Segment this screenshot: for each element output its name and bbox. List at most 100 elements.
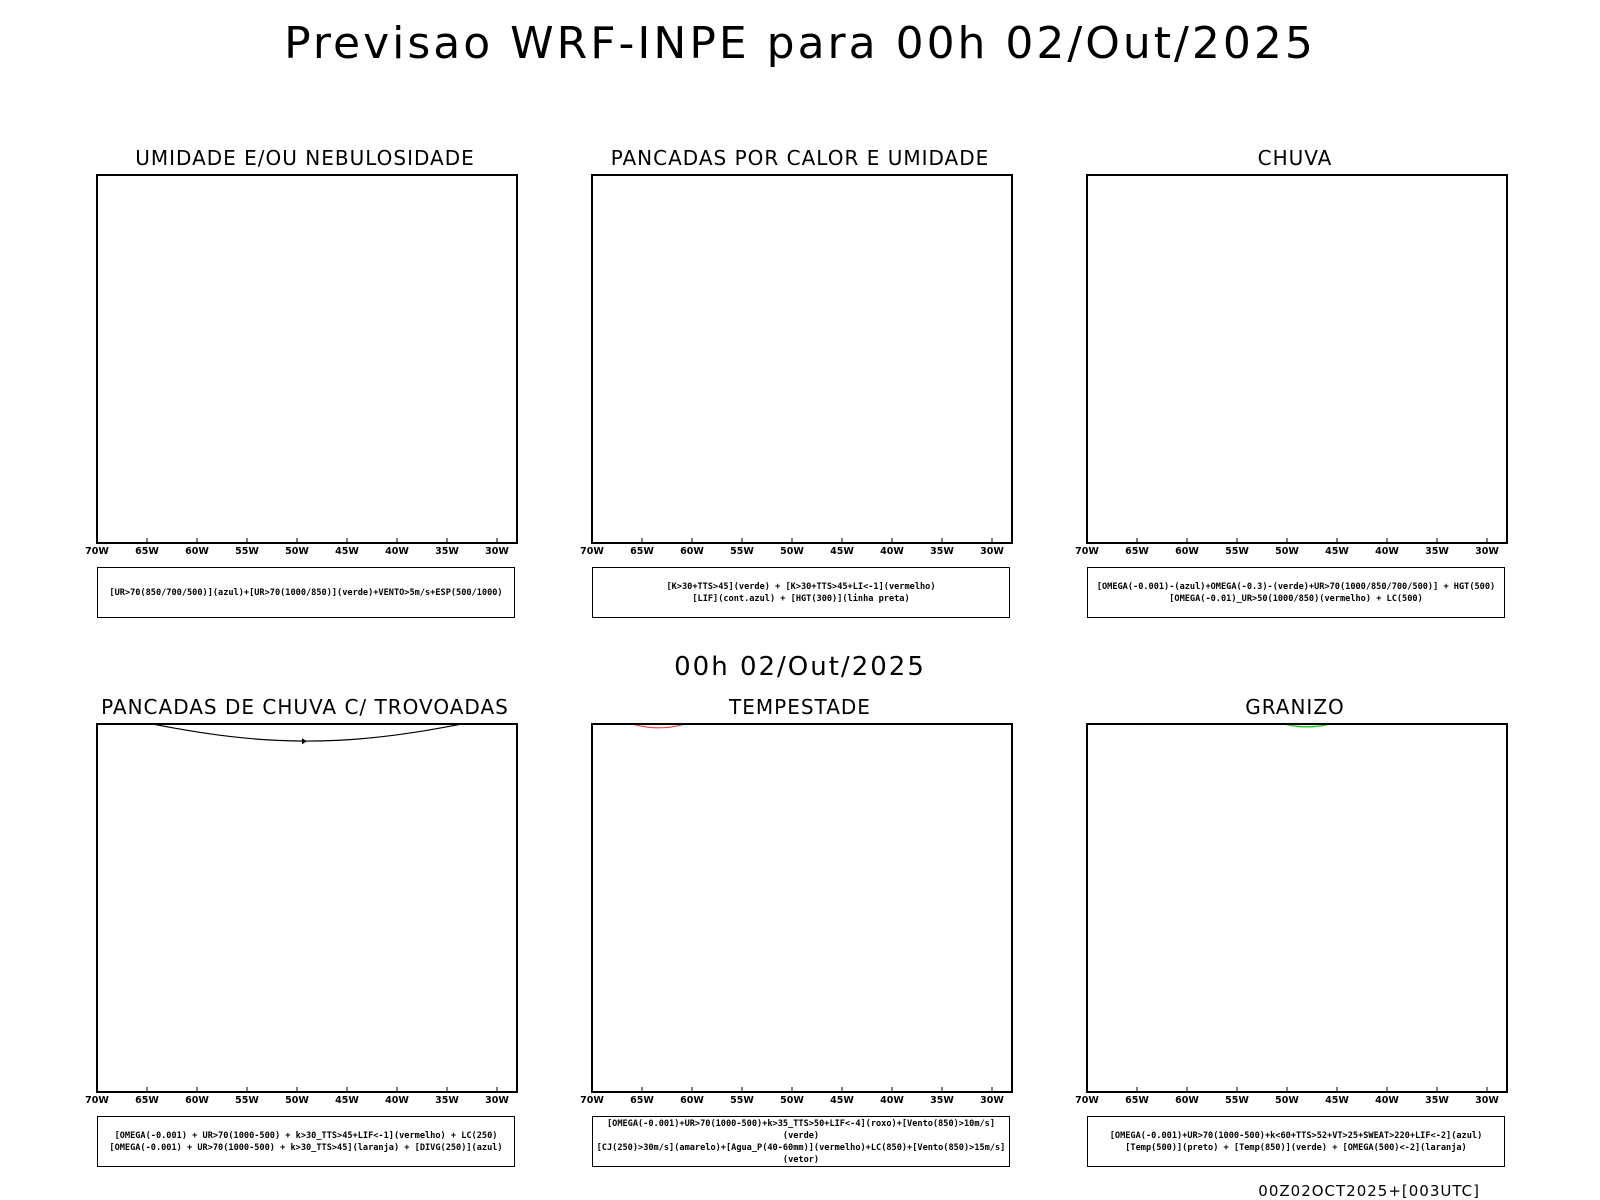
lon-tick-label: 50W — [780, 1095, 804, 1106]
panel-title-chuva: CHUVA — [1257, 146, 1333, 170]
lon-tick-label: 70W — [1075, 1095, 1099, 1106]
lon-tick-label: 55W — [235, 1095, 259, 1106]
lon-tick-label: 35W — [1425, 546, 1449, 557]
political-border — [1352, 170, 1387, 172]
lon-tick-label: 40W — [385, 1095, 409, 1106]
map-granizo: 12S15S18S21S24S27S30S33S36S39S42S70W65W6… — [1075, 719, 1508, 1106]
legend-line: [OMEGA(-0.01)_UR>50(1000/850)(vermelho) … — [1169, 593, 1423, 604]
plot-frame — [591, 174, 1013, 544]
jet-streamline — [149, 724, 465, 742]
legend-line: [OMEGA(-0.001)-(azul)+OMEGA(-0.3)-(verde… — [1096, 581, 1496, 592]
legend-line: [OMEGA(-0.001)+UR>70(1000-500)+k>35_TTS>… — [606, 1118, 996, 1141]
lon-tick-label: 55W — [730, 1095, 754, 1106]
lon-tick-label: 35W — [1425, 1095, 1449, 1106]
lon-tick-label: 30W — [1475, 1095, 1499, 1106]
map-chuva: 12S15S18S21S24S27S30S33S36S39S42S70W65W6… — [1075, 170, 1508, 557]
legend-granizo: [OMEGA(-0.001)+UR>70(1000-500)+k<60+TTS>… — [1087, 1116, 1505, 1167]
lon-tick-label: 60W — [1175, 546, 1199, 557]
lon-tick-label: 70W — [1075, 546, 1099, 557]
lon-tick-label: 50W — [780, 546, 804, 557]
lon-tick-label: 65W — [630, 1095, 654, 1106]
legend-chuva: [OMEGA(-0.001)-(azul)+OMEGA(-0.3)-(verde… — [1087, 567, 1505, 618]
lon-tick-label: 50W — [285, 1095, 309, 1106]
legend-line: [OMEGA(-0.001)+UR>70(1000-500)+k<60+TTS>… — [1109, 1130, 1483, 1141]
map-pancadas-trovoadas: 12S15S18S21S24S27S30S33S36S39S42S70W65W6… — [85, 723, 518, 1106]
map-tempestade: 12S15S18S21S24S27S30S33S36S39S42S70W65W6… — [580, 719, 1013, 1106]
convective-teal-area — [668, 170, 680, 172]
lon-tick-label: 65W — [135, 1095, 159, 1106]
legend-line: [CJ(250)>30m/s](amarelo)+[Agua_P(40-60mm… — [596, 1142, 1006, 1165]
lon-tick-label: 50W — [1275, 546, 1299, 557]
lon-tick-label: 30W — [485, 546, 509, 557]
lon-tick-label: 65W — [630, 546, 654, 557]
lon-tick-label: 45W — [830, 1095, 854, 1106]
map-umidade: 12S15S18S21S24S27S30S33S36S39S42S70W65W6… — [85, 170, 518, 557]
plot-frame — [1086, 723, 1508, 1093]
political-border — [362, 170, 397, 172]
lon-tick-label: 35W — [435, 1095, 459, 1106]
lon-tick-label: 60W — [680, 1095, 704, 1106]
lon-tick-label: 60W — [185, 1095, 209, 1106]
lon-tick-label: 60W — [680, 546, 704, 557]
lon-tick-label: 65W — [135, 546, 159, 557]
lon-tick-label: 65W — [1125, 1095, 1149, 1106]
lon-tick-label: 40W — [385, 546, 409, 557]
legend-line: [K>30+TTS>45](verde) + [K>30+TTS>45+LI<-… — [666, 581, 936, 592]
legend-line: [LIF](cont.azul) + [HGT(300)](linha pret… — [692, 593, 910, 604]
legend-line: [OMEGA(-0.001) + UR>70(1000-500) + k>30_… — [109, 1142, 503, 1153]
lon-tick-label: 60W — [185, 546, 209, 557]
panel-title-pancadas-trovoadas: PANCADAS DE CHUVA C/ TROVOADAS — [101, 695, 509, 719]
temp850-green-contour — [1127, 724, 1333, 728]
lon-tick-label: 35W — [930, 1095, 954, 1106]
plot-frame — [591, 723, 1013, 1093]
legend-line: [Temp(500)](preto) + [Temp(850)](verde) … — [1125, 1142, 1467, 1153]
plot-frame — [96, 174, 518, 544]
lon-tick-label: 35W — [435, 546, 459, 557]
panel-title-tempestade: TEMPESTADE — [729, 695, 871, 719]
lon-tick-label: 60W — [1175, 1095, 1199, 1106]
lon-tick-label: 40W — [1375, 546, 1399, 557]
lon-tick-label: 30W — [1475, 546, 1499, 557]
lon-tick-label: 50W — [285, 546, 309, 557]
map-layer: -12-15-15-18-12-15-18-15 — [1127, 719, 1417, 728]
main-title: Previsao WRF-INPE para 00h 02/Out/2025 — [284, 18, 1316, 69]
panel-title-umidade: UMIDADE E/OU NEBULOSIDADE — [135, 146, 475, 170]
lon-tick-label: 40W — [880, 1095, 904, 1106]
lon-tick-label: 70W — [85, 546, 109, 557]
map-pancadas-calor: 12S15S18S21S24S27S30S33S36S39S42S70W65W6… — [580, 170, 1013, 557]
lon-tick-label: 50W — [1275, 1095, 1299, 1106]
political-border — [1352, 719, 1387, 721]
legend-umidade: [UR>70(850/700/500)](azul)+[UR>70(1000/8… — [97, 567, 515, 618]
lon-tick-label: 45W — [1325, 546, 1349, 557]
lon-tick-label: 70W — [85, 1095, 109, 1106]
lon-tick-label: 65W — [1125, 546, 1149, 557]
streamline-arrowhead — [302, 738, 307, 745]
lon-tick-label: 45W — [335, 1095, 359, 1106]
political-border — [857, 170, 892, 172]
lon-tick-label: 55W — [1225, 546, 1249, 557]
lon-tick-label: 30W — [485, 1095, 509, 1106]
lon-tick-label: 70W — [580, 1095, 604, 1106]
map-layer — [149, 724, 465, 745]
lon-tick-label: 30W — [980, 1095, 1004, 1106]
lon-tick-label: 40W — [1375, 1095, 1399, 1106]
panel-title-granizo: GRANIZO — [1245, 695, 1345, 719]
legend-tempestade: [OMEGA(-0.001)+UR>70(1000-500)+k>35_TTS>… — [592, 1116, 1010, 1167]
lon-tick-label: 55W — [235, 546, 259, 557]
run-footer: 00Z02OCT2025+[003UTC] — [1258, 1182, 1480, 1200]
lon-tick-label: 45W — [335, 546, 359, 557]
lon-tick-label: 30W — [980, 546, 1004, 557]
mid-timestamp: 00h 02/Out/2025 — [674, 652, 926, 682]
political-border — [857, 719, 892, 721]
lon-tick-label: 55W — [1225, 1095, 1249, 1106]
panel-title-pancadas-calor: PANCADAS POR CALOR E UMIDADE — [610, 146, 990, 170]
lon-tick-label: 35W — [930, 546, 954, 557]
lon-tick-label: 45W — [830, 546, 854, 557]
lon-tick-label: 45W — [1325, 1095, 1349, 1106]
legend-line: [OMEGA(-0.001) + UR>70(1000-500) + k>30_… — [114, 1130, 498, 1141]
legend-pancadas-trovoadas: [OMEGA(-0.001) + UR>70(1000-500) + k>30_… — [97, 1116, 515, 1167]
lon-tick-label: 40W — [880, 546, 904, 557]
plot-frame — [1086, 174, 1508, 544]
legend-pancadas-calor: [K>30+TTS>45](verde) + [K>30+TTS>45+LI<-… — [592, 567, 1010, 618]
plot-frame — [96, 723, 518, 1093]
